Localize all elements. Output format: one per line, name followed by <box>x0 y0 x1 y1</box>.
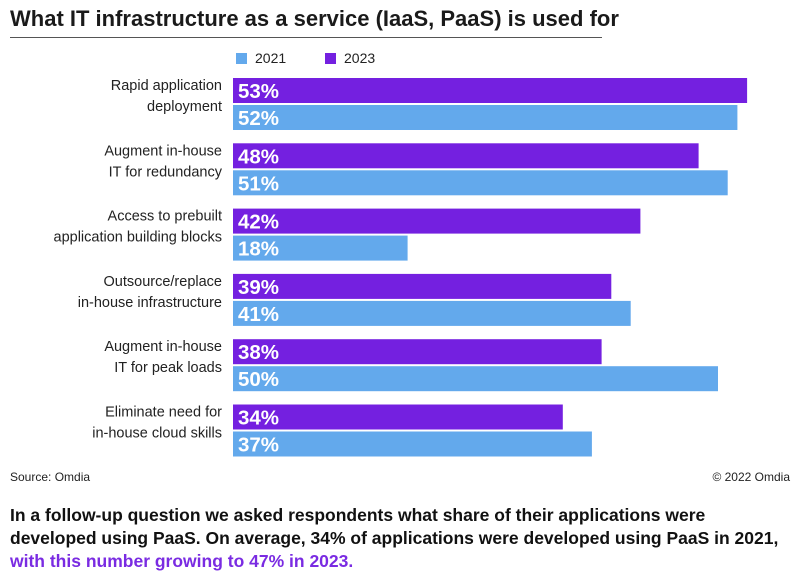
bar-2023 <box>233 208 641 234</box>
data-label-2021: 37% <box>238 434 279 457</box>
category-label: Access to prebuilt <box>108 209 222 225</box>
category-label: deployment <box>147 99 222 115</box>
data-label-2023: 34% <box>238 407 279 430</box>
category-label: IT for peak loads <box>114 360 222 376</box>
category-label: Eliminate need for <box>105 405 222 421</box>
data-label-2023: 38% <box>238 341 279 364</box>
bar-2021 <box>233 300 631 326</box>
bar-2021 <box>233 105 738 130</box>
category-label: application building blocks <box>54 230 222 246</box>
data-label-2023: 53% <box>238 80 279 103</box>
category-label: IT for redundancy <box>109 164 223 180</box>
bar-2021 <box>233 170 728 196</box>
bar-2021 <box>233 235 408 261</box>
legend-swatch-2021 <box>236 53 247 64</box>
category-label: Augment in-house <box>104 339 222 355</box>
title-divider <box>10 37 602 38</box>
chart-title: What IT infrastructure as a service (Iaa… <box>10 6 619 31</box>
category-label: Rapid application <box>111 78 222 94</box>
data-label-2023: 48% <box>238 145 279 168</box>
footnote-highlight: with this number growing to 47% in 2023. <box>10 551 354 571</box>
data-label-2021: 50% <box>238 368 279 391</box>
bar-2023 <box>233 78 748 103</box>
data-label-2021: 52% <box>238 107 279 130</box>
legend-swatch-2023 <box>325 53 336 64</box>
data-label-2023: 42% <box>238 211 279 234</box>
category-label: in-house cloud skills <box>92 426 222 442</box>
bar-2021 <box>233 366 718 392</box>
data-label-2021: 18% <box>238 238 279 261</box>
bar-2023 <box>233 273 612 299</box>
data-label-2021: 41% <box>238 303 279 326</box>
copyright-note: © 2022 Omdia <box>712 470 790 484</box>
category-label: Outsource/replace <box>104 274 222 290</box>
category-label: in-house infrastructure <box>78 295 222 311</box>
footnote-text: In a follow-up question we asked respond… <box>10 504 790 573</box>
bar-2023 <box>233 339 602 365</box>
data-label-2023: 39% <box>238 276 279 299</box>
bar-2023 <box>233 404 563 430</box>
legend-label-2023: 2023 <box>344 50 375 66</box>
source-note: Source: Omdia <box>10 470 91 484</box>
legend-label-2021: 2021 <box>255 50 286 66</box>
bar-chart: 2021 2023 Rapid application deployment 53% 52… <box>54 50 748 457</box>
category-label: Augment in-house <box>104 143 222 159</box>
bar-2023 <box>233 143 699 169</box>
footnote-body: In a follow-up question we asked respond… <box>10 505 779 548</box>
data-label-2021: 51% <box>238 172 279 195</box>
bar-2021 <box>233 431 592 457</box>
